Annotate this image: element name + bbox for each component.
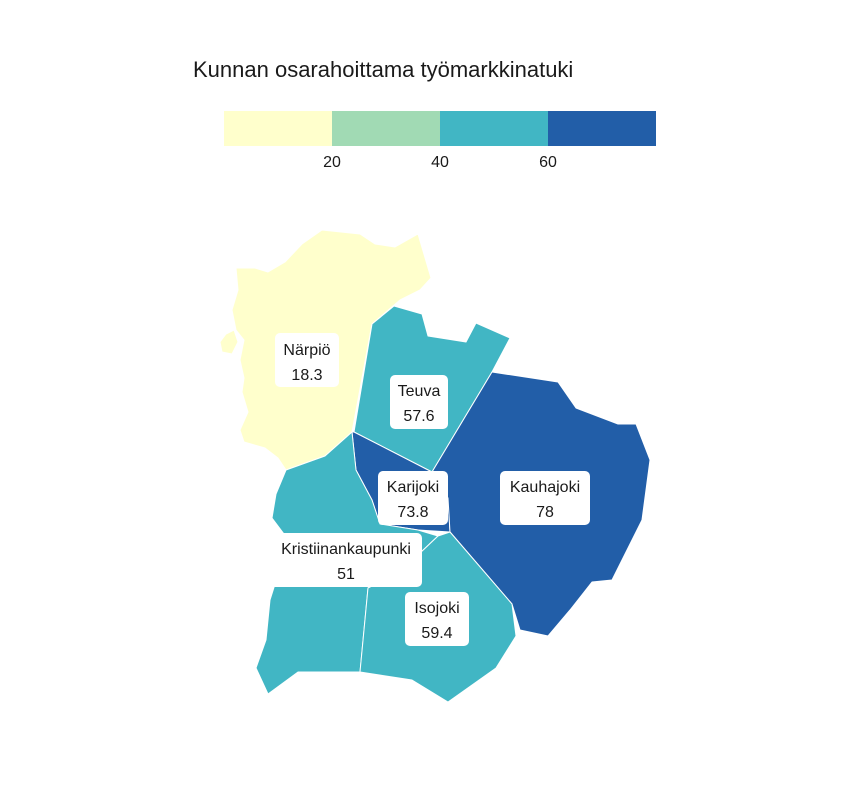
legend-tick-40: 40 [431, 154, 449, 171]
label-teuva-value: 57.6 [403, 408, 434, 425]
legend-swatch-4 [548, 111, 656, 146]
legend-swatch-2 [332, 111, 440, 146]
label-isojoki: Isojoki 59.4 [405, 592, 469, 646]
label-kristiinankaupunki: Kristiinankaupunki 51 [270, 533, 422, 587]
label-kauhajoki-name: Kauhajoki [510, 479, 580, 496]
label-isojoki-name: Isojoki [414, 600, 459, 617]
legend-tick-20: 20 [323, 154, 341, 171]
color-legend [224, 111, 656, 146]
label-karijoki: Karijoki 73.8 [378, 471, 448, 525]
legend-swatch-3 [440, 111, 548, 146]
label-karijoki-name: Karijoki [387, 479, 439, 496]
label-narpio-value: 18.3 [291, 367, 322, 384]
label-karijoki-value: 73.8 [397, 504, 428, 521]
legend-tick-60: 60 [539, 154, 557, 171]
map-title: Kunnan osarahoittama työmarkkinatuki [193, 57, 574, 82]
label-kristiinankaupunki-value: 51 [337, 566, 355, 583]
label-isojoki-value: 59.4 [421, 625, 452, 642]
label-teuva: Teuva 57.6 [390, 375, 448, 429]
legend-swatch-1 [224, 111, 332, 146]
region-narpio-islet[interactable] [219, 329, 239, 355]
label-narpio-name: Närpiö [283, 342, 330, 359]
label-kauhajoki-value: 78 [536, 504, 554, 521]
label-narpio: Närpiö 18.3 [275, 333, 339, 387]
label-kauhajoki: Kauhajoki 78 [500, 471, 590, 525]
label-kristiinankaupunki-name: Kristiinankaupunki [281, 541, 411, 558]
label-teuva-name: Teuva [398, 383, 441, 400]
